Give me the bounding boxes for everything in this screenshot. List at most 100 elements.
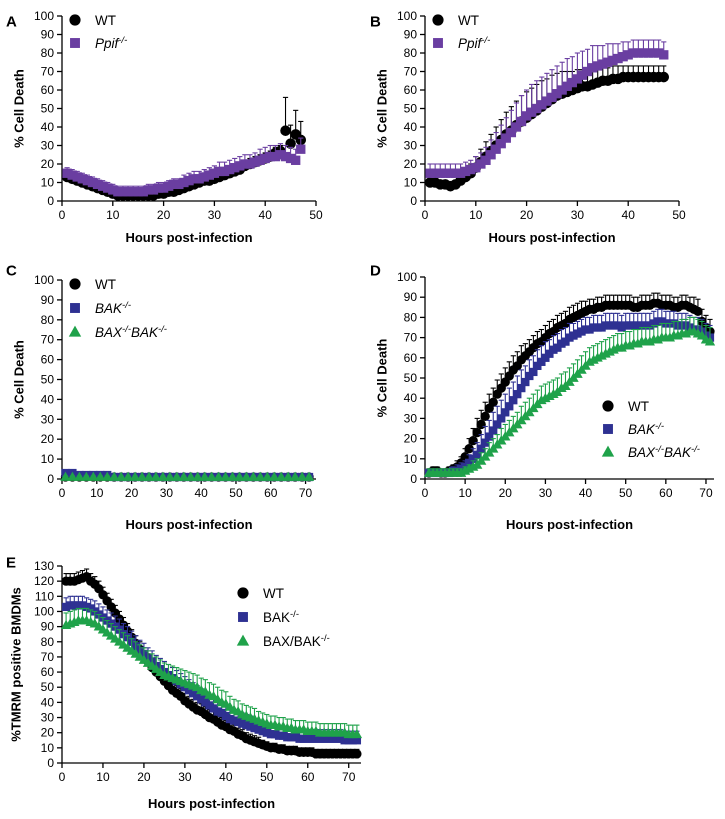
data-point [485, 432, 494, 441]
data-point [62, 168, 72, 178]
data-point [92, 179, 103, 190]
data-point [577, 70, 588, 80]
x-tick-label: 10 [106, 208, 120, 222]
y-tick-label: 80 [41, 46, 55, 60]
data-point [303, 471, 315, 481]
y-axis-title: %TMRM positive BMDMs [8, 587, 23, 742]
x-tick-label: 40 [194, 486, 208, 500]
data-point [582, 66, 593, 77]
data-point [123, 187, 133, 197]
data-point [67, 471, 78, 481]
y-tick-label: 40 [41, 695, 55, 709]
y-tick-label: 20 [41, 432, 55, 446]
y-tick-label: 50 [41, 102, 55, 116]
data-point [516, 116, 527, 127]
x-tick-label: 0 [59, 208, 66, 222]
data-point [471, 163, 481, 173]
data-point [269, 471, 280, 481]
y-tick-label: 70 [41, 650, 55, 664]
y-tick-label: 10 [404, 452, 418, 466]
legend-label: BAX/BAK-/- [263, 633, 330, 649]
data-point [158, 183, 169, 193]
data-point [521, 111, 532, 121]
y-tick-label: 40 [41, 392, 55, 406]
data-point [143, 471, 155, 481]
y-tick-label: 40 [404, 391, 418, 405]
data-point [513, 390, 522, 399]
y-tick-label: 80 [41, 313, 55, 327]
data-point [296, 471, 308, 481]
x-tick-label: 10 [90, 486, 104, 500]
data-point [157, 471, 169, 481]
y-tick-label: 0 [410, 194, 417, 208]
series-bax-bak- [60, 607, 363, 739]
data-point [486, 150, 496, 160]
data-point [537, 100, 547, 110]
data-point [587, 63, 598, 73]
y-tick-label: 0 [47, 472, 54, 486]
data-point [532, 103, 542, 114]
data-point [476, 419, 486, 430]
legend-marker [68, 325, 82, 337]
y-tick-label: 10 [41, 452, 55, 466]
y-tick-label: 80 [404, 310, 418, 324]
x-tick-label: 40 [259, 208, 273, 222]
series-ppif- [62, 137, 306, 197]
data-point [638, 48, 649, 58]
series-wt [61, 568, 362, 759]
data-point [109, 471, 120, 481]
panel-label: B [370, 13, 381, 30]
y-tick-label: 70 [41, 65, 55, 79]
data-point [250, 157, 260, 167]
data-point [260, 153, 270, 164]
data-point [352, 749, 362, 759]
data-point [480, 411, 490, 422]
y-tick-label: 50 [41, 680, 55, 694]
legend: WT BAK-/- BAX/BAK-/- [236, 586, 330, 649]
data-point [97, 181, 108, 191]
y-tick-label: 60 [41, 83, 55, 97]
legend-marker [432, 14, 444, 26]
data-point [506, 127, 517, 138]
x-tick-label: 70 [299, 486, 313, 500]
data-point [262, 471, 273, 481]
data-point [598, 59, 608, 69]
data-point [501, 408, 510, 417]
data-point [464, 444, 474, 454]
data-point [648, 48, 659, 58]
data-point [209, 168, 220, 178]
data-point [282, 471, 294, 481]
data-point [241, 471, 252, 481]
y-axis-title: % Cell Death [374, 339, 389, 418]
legend-marker [237, 587, 249, 599]
data-point [497, 414, 506, 423]
legend-marker [603, 424, 613, 434]
y-tick-label: 90 [404, 28, 418, 42]
data-point [194, 174, 204, 184]
y-tick-label: 30 [404, 411, 418, 425]
x-tick-label: 30 [208, 208, 222, 222]
x-tick-label: 30 [178, 770, 192, 784]
y-tick-label: 10 [404, 176, 418, 190]
data-point [435, 168, 445, 178]
data-point [148, 185, 159, 195]
data-point [213, 471, 224, 481]
y-tick-label: 70 [404, 331, 418, 345]
legend-label: WT [95, 13, 116, 28]
legend-label: BAK-/- [95, 300, 131, 316]
y-tick-label: 70 [404, 65, 418, 79]
data-point [430, 168, 440, 178]
y-tick-label: 70 [41, 333, 55, 347]
data-point [285, 153, 296, 164]
y-tick-label: 30 [404, 139, 418, 153]
legend-marker [69, 14, 81, 26]
x-tick-label: 10 [458, 486, 472, 500]
data-point [468, 435, 478, 446]
legend: WT Ppif-/- [69, 13, 127, 51]
legend-label: WT [628, 399, 649, 414]
x-tick-label: 0 [422, 208, 429, 222]
data-point [189, 174, 199, 184]
y-tick-label: 90 [41, 620, 55, 634]
x-tick-label: 20 [125, 486, 139, 500]
y-tick-label: 20 [404, 432, 418, 446]
